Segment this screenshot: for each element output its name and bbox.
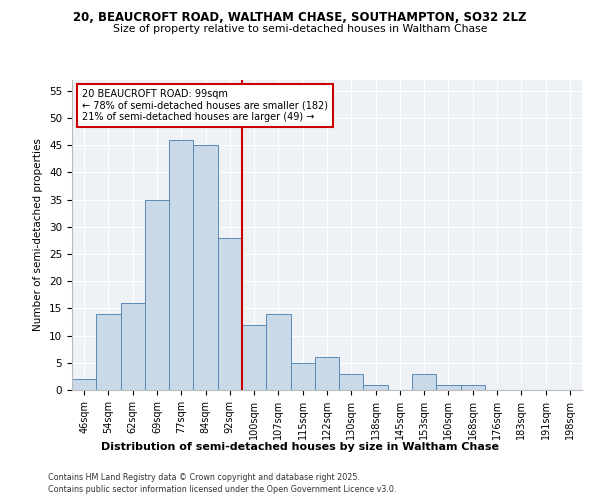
Text: Contains HM Land Registry data © Crown copyright and database right 2025.: Contains HM Land Registry data © Crown c… <box>48 472 360 482</box>
Bar <box>193 146 218 390</box>
Bar <box>121 303 145 390</box>
Bar <box>339 374 364 390</box>
Bar <box>461 384 485 390</box>
Bar <box>436 384 461 390</box>
Bar <box>169 140 193 390</box>
Bar <box>145 200 169 390</box>
Bar <box>315 358 339 390</box>
Text: Contains public sector information licensed under the Open Government Licence v3: Contains public sector information licen… <box>48 485 397 494</box>
Bar <box>266 314 290 390</box>
Bar <box>218 238 242 390</box>
Text: 20, BEAUCROFT ROAD, WALTHAM CHASE, SOUTHAMPTON, SO32 2LZ: 20, BEAUCROFT ROAD, WALTHAM CHASE, SOUTH… <box>73 11 527 24</box>
Bar <box>290 363 315 390</box>
Bar <box>72 379 96 390</box>
Y-axis label: Number of semi-detached properties: Number of semi-detached properties <box>34 138 43 332</box>
Text: Size of property relative to semi-detached houses in Waltham Chase: Size of property relative to semi-detach… <box>113 24 487 34</box>
Bar <box>412 374 436 390</box>
Text: 20 BEAUCROFT ROAD: 99sqm
← 78% of semi-detached houses are smaller (182)
21% of : 20 BEAUCROFT ROAD: 99sqm ← 78% of semi-d… <box>82 90 328 122</box>
Bar <box>242 324 266 390</box>
Text: Distribution of semi-detached houses by size in Waltham Chase: Distribution of semi-detached houses by … <box>101 442 499 452</box>
Bar <box>96 314 121 390</box>
Bar <box>364 384 388 390</box>
